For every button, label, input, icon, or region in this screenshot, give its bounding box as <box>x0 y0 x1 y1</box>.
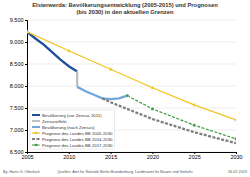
y-tick-label: 8.000 <box>10 83 24 89</box>
x-tick-label: 2020 <box>147 154 159 160</box>
legend-symbol <box>32 120 40 122</box>
y-tick-mark <box>25 86 27 87</box>
y-tick: 7.000 <box>10 127 27 133</box>
grid-line <box>27 42 236 43</box>
x-tick: 2010 <box>63 152 75 160</box>
annotation: 26.07.2019 <box>228 170 247 174</box>
legend-label: Zensuseffekt <box>42 119 67 124</box>
legend-label: Prognose des Landes BB 2017-2030 <box>42 143 113 148</box>
series-marker <box>234 137 236 140</box>
y-axis-line <box>25 21 28 153</box>
series-line <box>127 96 236 139</box>
y-tick-label: 8.500 <box>10 61 24 67</box>
legend-symbol <box>32 138 40 140</box>
y-tick: 7.500 <box>10 105 27 111</box>
series-line <box>102 98 236 143</box>
chart-title: Elsterwerda: Bevölkerungsentwicklung (20… <box>32 2 218 8</box>
x-tick-label: 2025 <box>189 154 201 160</box>
legend-label: Bevölkerung (vor Zensus 2011) <box>42 113 102 118</box>
legend-symbol <box>32 114 40 116</box>
series-marker <box>27 30 29 33</box>
y-tick-mark <box>25 152 27 153</box>
series-line <box>76 71 78 86</box>
series-marker <box>151 107 154 110</box>
y-tick-mark <box>25 64 27 65</box>
x-tick: 2015 <box>105 152 117 160</box>
legend-marker <box>35 144 38 147</box>
x-tick-label: 2010 <box>63 154 75 160</box>
x-tick: 2005 <box>21 152 33 160</box>
series-marker <box>109 68 112 71</box>
legend-label: Prognose des Landes BB 2005-2030 <box>42 131 113 136</box>
series-marker <box>234 118 236 121</box>
x-axis: 2005 2010 2015 2020 2025 2030 <box>21 152 242 160</box>
x-tick: 2025 <box>189 152 201 160</box>
annotation: Quellen: Amt für Statistik Berlin-Brande… <box>57 170 193 174</box>
series-marker <box>193 124 196 127</box>
series-marker <box>151 86 154 89</box>
plot-area <box>27 30 236 143</box>
legend-symbol <box>32 126 40 128</box>
legend-label: Bevölkerung (nach Zensus) <box>42 125 95 130</box>
series-line <box>27 32 77 72</box>
chart-title: (bis 2030) in den aktuellen Grenzen <box>77 9 174 15</box>
y-axis: 6.5007.0007.5008.0008.5009.0009.500 <box>10 17 28 155</box>
series-marker <box>126 94 129 97</box>
series-marker <box>193 103 196 106</box>
legend-label: Prognose des Landes BB 2014-2030 <box>42 137 113 142</box>
y-tick-label: 7.000 <box>10 127 24 133</box>
grid-line <box>27 64 236 65</box>
series-line <box>77 87 127 99</box>
grid-line <box>27 86 236 87</box>
grid <box>27 20 236 152</box>
y-tick-label: 9.500 <box>10 17 24 23</box>
y-tick-mark <box>25 108 27 109</box>
y-tick-mark <box>25 130 27 131</box>
legend: Bevölkerung (vor Zensus 2011)Zensuseffek… <box>30 110 114 149</box>
series-line <box>27 32 236 120</box>
y-tick-mark <box>25 20 27 21</box>
y-tick-label: 7.500 <box>10 105 24 111</box>
x-tick-label: 2015 <box>105 154 117 160</box>
legend-symbol <box>32 132 40 133</box>
series-marker <box>67 49 70 52</box>
grid-line <box>27 20 236 21</box>
x-axis-line <box>28 153 237 155</box>
legend-symbol <box>32 144 40 145</box>
x-tick: 2030 <box>230 152 242 160</box>
y-tick: 9.000 <box>10 39 27 45</box>
y-tick-mark <box>25 42 27 43</box>
x-tick: 2020 <box>147 152 159 160</box>
y-tick: 8.000 <box>10 83 27 89</box>
legend-box <box>30 110 114 149</box>
y-tick: 8.500 <box>10 61 27 67</box>
annotation: By: Hans G. Oberlack <box>3 170 40 174</box>
x-tick-label: 2005 <box>21 154 33 160</box>
chart-svg: Elsterwerda: Bevölkerungsentwicklung (20… <box>0 0 250 177</box>
y-tick: 9.500 <box>10 17 27 23</box>
legend-marker <box>35 132 38 135</box>
y-tick-label: 9.000 <box>10 39 24 45</box>
chart-container: Elsterwerda: Bevölkerungsentwicklung (20… <box>0 0 250 177</box>
x-tick-label: 2030 <box>230 154 242 160</box>
